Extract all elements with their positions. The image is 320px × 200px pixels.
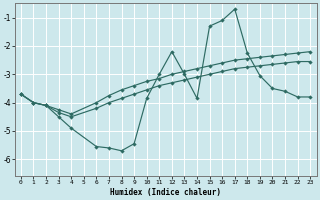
X-axis label: Humidex (Indice chaleur): Humidex (Indice chaleur)	[110, 188, 221, 197]
